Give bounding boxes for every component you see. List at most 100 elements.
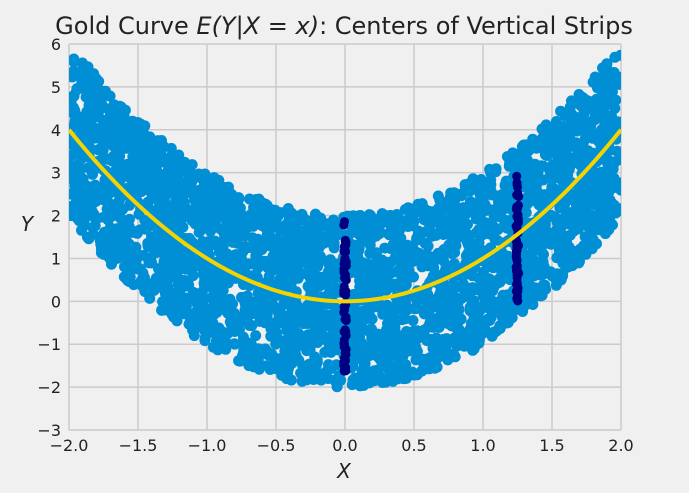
- scatter-point: [364, 369, 376, 380]
- scatter-point: [106, 116, 118, 128]
- scatter-point: [130, 226, 142, 237]
- scatter-point: [108, 99, 120, 111]
- scatter-point: [189, 194, 201, 206]
- scatter-point: [168, 305, 180, 317]
- scatter-point: [253, 351, 265, 363]
- scatter-point: [327, 214, 339, 226]
- scatter-point: [392, 225, 404, 237]
- x-tick-label: 1.0: [470, 436, 495, 455]
- scatter-point: [219, 199, 231, 211]
- scatter-point: [261, 199, 273, 211]
- scatter-point: [409, 369, 421, 381]
- scatter-point: [199, 335, 211, 347]
- scatter-point: [295, 231, 307, 243]
- y-tick-label: −3: [37, 421, 61, 440]
- scatter-point: [413, 228, 424, 239]
- scatter-point: [509, 149, 521, 161]
- scatter-point: [457, 328, 469, 339]
- scatter-point: [369, 337, 381, 349]
- scatter-point: [177, 257, 189, 269]
- scatter-point: [595, 79, 607, 91]
- scatter-point: [368, 272, 380, 284]
- scatter-point: [217, 181, 229, 193]
- strip-point: [511, 252, 521, 261]
- scatter-point: [530, 237, 542, 249]
- scatter-point: [170, 192, 182, 204]
- strip-point: [339, 327, 349, 337]
- strip-point: [512, 277, 522, 287]
- scatter-point: [430, 332, 442, 344]
- x-tick-label: 1.5: [539, 436, 564, 455]
- scatter-point: [156, 304, 168, 316]
- scatter-point: [328, 300, 340, 312]
- scatter-point: [578, 108, 590, 120]
- strip-point: [339, 220, 349, 230]
- scatter-point: [233, 312, 244, 324]
- scatter-point: [95, 243, 107, 255]
- scatter-point: [545, 168, 557, 180]
- scatter-point: [73, 215, 85, 227]
- scatter-point: [537, 160, 549, 172]
- scatter-point: [608, 182, 620, 194]
- scatter-point: [180, 300, 192, 312]
- scatter-point: [92, 109, 104, 121]
- scatter-point: [98, 233, 110, 245]
- scatter-point: [82, 181, 94, 192]
- scatter-point: [164, 235, 176, 247]
- scatter-point: [199, 304, 211, 316]
- scatter-point: [480, 205, 492, 216]
- scatter-point: [436, 350, 448, 362]
- scatter-point: [518, 139, 530, 151]
- scatter-point: [234, 226, 246, 238]
- scatter-point: [383, 217, 395, 229]
- scatter-point: [95, 182, 107, 194]
- strip-point: [340, 353, 349, 363]
- scatter-point: [69, 108, 80, 120]
- scatter-point: [151, 228, 163, 240]
- scatter-point: [128, 279, 140, 291]
- strip-point: [340, 287, 350, 297]
- scatter-point: [391, 215, 403, 227]
- scatter-point: [248, 201, 260, 213]
- scatter-point: [363, 305, 375, 317]
- scatter-point: [200, 215, 212, 227]
- scatter-point: [210, 335, 222, 347]
- scatter-point: [604, 215, 616, 226]
- scatter-point: [159, 168, 171, 180]
- gold-curve-layer: [69, 128, 621, 304]
- scatter-point: [150, 162, 162, 173]
- scatter-point: [372, 253, 384, 265]
- y-tick-label: −2: [37, 378, 61, 397]
- scatter-point: [206, 263, 218, 274]
- scatter-point: [69, 71, 78, 83]
- scatter-point: [303, 339, 315, 350]
- scatter-point: [71, 84, 83, 96]
- scatter-point: [282, 348, 294, 359]
- scatter-point: [541, 226, 553, 237]
- scatter-point: [120, 249, 132, 261]
- scatter-point: [497, 301, 509, 313]
- scatter-point: [591, 214, 603, 226]
- scatter-point: [83, 123, 95, 135]
- scatter-point: [573, 89, 585, 100]
- scatter-point: [79, 62, 91, 74]
- scatter-point: [537, 256, 549, 268]
- scatter-point: [468, 298, 480, 310]
- scatter-point: [162, 159, 174, 171]
- scatter-point: [488, 303, 500, 315]
- scatter-point: [146, 188, 158, 200]
- scatter-point: [115, 212, 127, 224]
- scatter-point: [422, 240, 434, 252]
- scatter-point: [468, 327, 480, 339]
- scatter-point: [71, 121, 83, 133]
- scatter-point: [224, 293, 236, 305]
- scatter-point: [610, 207, 621, 219]
- scatter-point: [288, 355, 300, 367]
- scatter-point: [366, 218, 378, 230]
- scatter-point: [410, 342, 422, 354]
- x-tick-label: 2.0: [608, 436, 633, 455]
- scatter-point: [459, 224, 471, 235]
- scatter-point: [154, 199, 166, 211]
- scatter-point: [107, 139, 119, 150]
- scatter-point: [106, 258, 117, 270]
